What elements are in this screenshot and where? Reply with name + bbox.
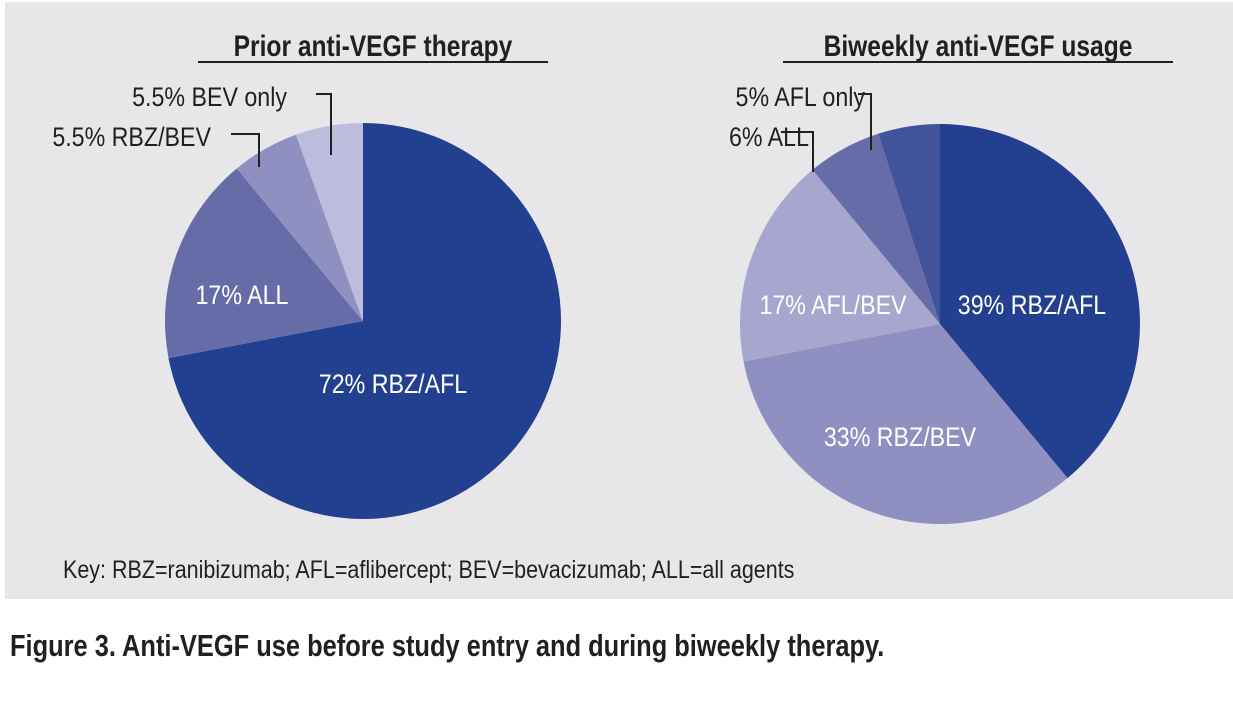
pie-chart-biweekly: Biweekly anti-VEGF usage 5% AFL only 6% … — [729, 29, 1173, 524]
pie-slice — [295, 123, 363, 321]
callout-line-afl-only — [858, 93, 872, 150]
pie-slices-prior — [165, 123, 562, 519]
callout-line-bev-only — [316, 93, 332, 155]
slice-label: 6% ALL — [729, 122, 809, 152]
pie-slice — [740, 169, 940, 362]
slice-label: 5.5% RBZ/BEV — [52, 122, 211, 152]
slice-label: 72% RBZ/AFL — [319, 369, 467, 399]
slice-label: 39% RBZ/AFL — [958, 290, 1106, 320]
callout-line-rbz-bev — [231, 133, 260, 167]
key-legend: Key: RBZ=ranibizumab; AFL=aflibercept; B… — [63, 556, 795, 584]
pie-slice — [812, 133, 940, 324]
pie-chart-prior: Prior anti-VEGF therapy 5.5% BEV only 5.… — [52, 29, 562, 519]
slice-label: 5% AFL only — [736, 82, 866, 112]
slice-label: 5.5% BEV only — [132, 82, 287, 112]
callout-line-all — [781, 131, 814, 172]
pie-slices-biweekly — [740, 124, 1140, 524]
chart-title-biweekly: Biweekly anti-VEGF usage — [824, 29, 1133, 63]
pie-slice — [878, 124, 940, 324]
slice-label: 17% AFL/BEV — [759, 290, 906, 320]
pie-slice — [165, 168, 363, 359]
pie-slice — [168, 123, 562, 519]
pie-slice — [236, 134, 363, 321]
slice-label: 17% ALL — [196, 280, 289, 310]
pie-slice — [743, 324, 1068, 524]
pie-slice — [940, 124, 1140, 479]
slice-label: 33% RBZ/BEV — [824, 422, 976, 452]
figure-caption: Figure 3. Anti-VEGF use before study ent… — [10, 628, 885, 663]
chart-title-prior: Prior anti-VEGF therapy — [234, 29, 513, 63]
